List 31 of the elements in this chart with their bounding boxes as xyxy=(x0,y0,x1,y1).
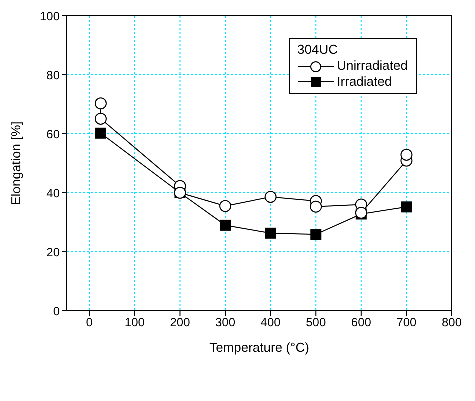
y-tick-label: 100 xyxy=(40,9,60,24)
legend-label: Irradiated xyxy=(337,74,392,89)
point xyxy=(95,128,106,139)
legend-title: 304UC xyxy=(298,42,340,57)
point xyxy=(94,98,107,110)
point xyxy=(310,229,322,240)
point xyxy=(265,228,276,239)
point xyxy=(220,220,232,231)
x-tick-label: 500 xyxy=(306,316,326,330)
y-tick-label: 20 xyxy=(46,245,60,260)
x-tick-label: 800 xyxy=(442,316,462,330)
point xyxy=(220,200,232,212)
point xyxy=(310,200,322,213)
y-tick-label: 0 xyxy=(53,304,60,318)
y-tick-label: 80 xyxy=(46,68,60,82)
x-axis-title: Temperature (°C) xyxy=(210,340,310,355)
x-tick-label: 600 xyxy=(351,316,372,330)
x-tick-label: 0 xyxy=(86,316,94,330)
x-tick-label: 300 xyxy=(216,316,236,330)
point xyxy=(94,112,107,125)
point xyxy=(264,191,277,204)
x-tick-label: 100 xyxy=(124,316,146,330)
x-tick-label: 700 xyxy=(396,316,418,330)
point xyxy=(401,202,412,213)
x-tick-label: 200 xyxy=(170,316,191,330)
y-axis-title: Elongation [%] xyxy=(8,122,24,206)
point xyxy=(400,148,413,161)
y-tick-label: 40 xyxy=(46,186,60,200)
x-tick-label: 400 xyxy=(260,316,282,330)
legend-label: Unirradiated xyxy=(337,58,408,73)
y-tick-label: 60 xyxy=(46,127,60,142)
